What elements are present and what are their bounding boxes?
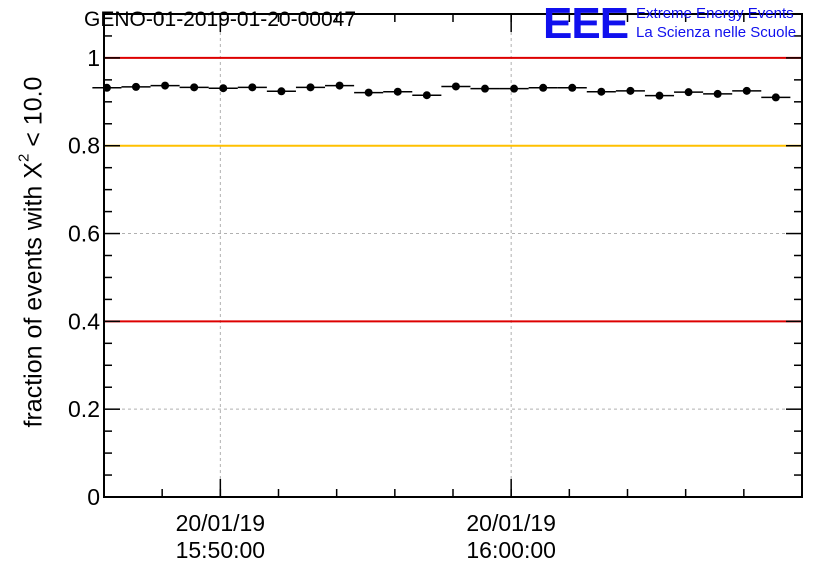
data-point <box>131 82 140 91</box>
reference-lines <box>104 56 802 323</box>
data-point <box>451 82 460 91</box>
y-tick-label: 0.6 <box>68 221 100 247</box>
data-point <box>161 81 170 90</box>
data-point <box>393 87 402 96</box>
y-axis-label: fraction of events with X2 < 10.0 <box>15 76 48 428</box>
data-point <box>335 81 344 90</box>
data-point <box>364 88 373 97</box>
data-point <box>713 89 722 98</box>
data-point <box>277 87 286 96</box>
data-point <box>742 86 751 95</box>
x-tick-label-time: 15:50:00 <box>176 537 266 563</box>
eee-logo-text: Extreme Energy Events La Scienza nelle S… <box>636 4 796 42</box>
x-tick-label-date: 20/01/19 <box>176 510 266 536</box>
y-axis-label-prefix: fraction of events with <box>19 178 48 428</box>
data-point <box>684 88 693 97</box>
y-axis-label-suffix: < 10.0 <box>19 76 48 154</box>
data-point <box>568 83 577 92</box>
data-point <box>655 91 664 100</box>
data-point <box>248 83 257 92</box>
data-point <box>539 83 548 92</box>
y-tick-label: 0.8 <box>68 133 100 159</box>
data-point <box>422 91 431 100</box>
data-series <box>92 81 791 102</box>
data-point <box>771 93 780 102</box>
eee-logo: EEE Extreme Energy Events La Scienza nel… <box>543 2 796 46</box>
y-tick-label: 0.4 <box>68 308 100 334</box>
data-point <box>190 83 199 92</box>
x-tick-label-time: 16:00:00 <box>466 537 556 563</box>
data-point <box>597 87 606 96</box>
data-point <box>480 84 489 93</box>
y-tick-label: 0 <box>87 484 100 510</box>
data-point <box>306 83 315 92</box>
y-axis-label-chi: X <box>19 162 48 179</box>
eee-logo-mark: EEE <box>543 0 629 48</box>
axis-ticks: 00.20.40.60.8120/01/1915:50:0020/01/1916… <box>68 13 803 563</box>
data-point <box>626 86 635 95</box>
logo-line-1: Extreme Energy Events <box>636 5 794 22</box>
logo-line-2: La Scienza nelle Scuole <box>636 24 797 41</box>
x-tick-label-date: 20/01/19 <box>466 510 556 536</box>
chart-title: GENO-01-2019-01-20-00047 <box>84 8 356 31</box>
data-point <box>510 84 519 93</box>
plot-frame <box>103 13 803 498</box>
y-tick-label: 0.2 <box>68 396 100 422</box>
y-axis-label-power: 2 <box>15 153 33 163</box>
data-point <box>219 84 228 93</box>
y-tick-label: 1 <box>87 45 100 71</box>
